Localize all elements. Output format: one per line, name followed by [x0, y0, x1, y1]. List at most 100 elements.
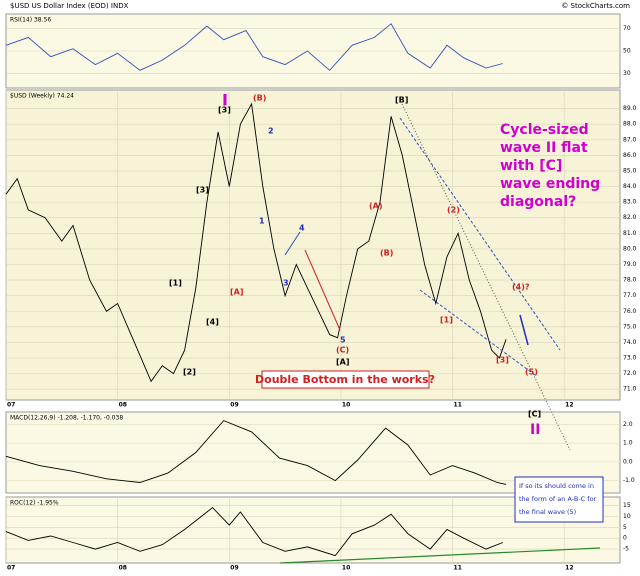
x-tick-label: 11	[454, 402, 462, 409]
wave-label: (5)	[525, 368, 538, 377]
y-tick-label: 74.0	[623, 339, 637, 346]
y-tick-label: 78.0	[623, 277, 637, 284]
y-tick-label: 82.0	[623, 214, 637, 221]
trendline	[304, 249, 341, 331]
wave-label: (2)	[447, 206, 460, 215]
price-line	[5, 420, 507, 485]
y-tick-label: 81.0	[623, 230, 637, 237]
wave-label: 5	[340, 336, 346, 345]
y-tick-label: 75.0	[623, 323, 637, 330]
wave-label: [4]	[206, 318, 219, 327]
arrow	[519, 314, 529, 346]
price-line	[5, 506, 503, 557]
wave-label: [3]	[218, 106, 231, 115]
wave-label: [A]	[336, 358, 350, 367]
wave-label: [3]	[496, 356, 509, 365]
x-tick-label: 09	[230, 402, 238, 409]
y-tick-label: -5	[623, 546, 629, 553]
wave-label: [1]	[440, 316, 453, 325]
x-tick-label: 10	[342, 402, 350, 409]
y-tick-label: 87.0	[623, 136, 637, 143]
wave-label: (B)	[380, 249, 393, 258]
price-line	[5, 102, 507, 383]
y-tick-label: 71.0	[623, 386, 637, 393]
x-tick-label: 07	[7, 565, 15, 572]
annotation-lines	[279, 103, 601, 564]
note-box	[514, 476, 604, 523]
note-line: wave II flat	[500, 140, 588, 156]
x-tick-label: 12	[565, 402, 573, 409]
note: Cycle-sized wave II flat with [C] wave e…	[500, 122, 600, 210]
y-tick-label: 83.0	[623, 199, 637, 206]
x-tick-label: 11	[454, 565, 462, 572]
y-tick-label: 5	[623, 524, 627, 531]
wave-label: II	[530, 422, 540, 438]
note-line: with [C]	[500, 158, 562, 174]
y-tick-label: 1.0	[623, 440, 633, 447]
trendline	[419, 289, 536, 376]
panel-legend: MACD(12,26,9) -1.208, -1.170, -0.038	[10, 415, 123, 422]
note-line: If so its should come in	[519, 482, 594, 490]
note-line: diagonal?	[500, 194, 576, 210]
wave-label: [A]	[230, 288, 244, 297]
y-tick-label: 0	[623, 535, 627, 542]
y-tick-label: 2.0	[623, 421, 633, 428]
trendline	[399, 117, 561, 351]
wave-label: [1]	[169, 279, 182, 288]
wave-label: 2	[268, 127, 274, 136]
y-tick-label: 88.0	[623, 121, 637, 128]
wave-label: [B]	[395, 96, 408, 105]
price-line	[5, 23, 503, 71]
panel-legend: RSI(14) 38.56	[10, 17, 51, 24]
y-tick-label: 77.0	[623, 292, 637, 299]
header-source: © StockCharts.com	[561, 2, 630, 10]
wave-label: (C)	[336, 346, 349, 355]
y-tick-label: 73.0	[623, 355, 637, 362]
trendline	[279, 547, 601, 564]
y-tick-label: 89.0	[623, 105, 637, 112]
wave-label: 4	[299, 224, 305, 233]
panel-legend: ROC(12) -1.95%	[10, 500, 59, 507]
panel-background	[5, 89, 621, 401]
x-tick-label: 08	[119, 565, 127, 572]
wave-line	[284, 231, 301, 256]
y-tick-label: 86.0	[623, 152, 637, 159]
wave-label: (B)	[253, 94, 266, 103]
y-tick-label: 84.0	[623, 183, 637, 190]
y-tick-label: 76.0	[623, 308, 637, 315]
callout-box	[261, 370, 430, 389]
note-line: Cycle-sized	[500, 122, 589, 138]
wave-label: [3]	[196, 186, 209, 195]
x-tick-label: 08	[119, 402, 127, 409]
note-line: the form of an A-B-C for	[519, 495, 597, 503]
y-tick-label: 80.0	[623, 245, 637, 252]
y-tick-label: 70	[623, 25, 631, 32]
wave-label: (4)?	[512, 283, 530, 292]
y-tick-label: 10	[623, 513, 631, 520]
y-tick-label: 79.0	[623, 261, 637, 268]
annotations: I [3] (B) 2 1 [3] [1] [4] [A] [2] 4 3 5 …	[169, 91, 604, 523]
x-tick-label: 09	[230, 565, 238, 572]
note-line: the final wave (5)	[519, 508, 576, 516]
wave-label: [C]	[528, 410, 541, 419]
y-tick-label: 0.0	[623, 458, 633, 465]
wave-label: 1	[259, 217, 265, 226]
y-tick-label: -1.0	[623, 477, 635, 484]
header-title: $USD US Dollar Index (EOD) INDX	[10, 2, 129, 10]
y-tick-label: 72.0	[623, 370, 637, 377]
y-tick-label: 15	[623, 502, 631, 509]
projection	[401, 103, 571, 451]
wave-label: [2]	[183, 368, 196, 377]
wave-label: 3	[283, 279, 289, 288]
y-tick-label: 50	[623, 48, 631, 55]
y-tick-label: 85.0	[623, 167, 637, 174]
note-line: wave ending	[500, 176, 600, 192]
callout: Double Bottom in the works?	[255, 373, 435, 386]
y-tick-label: 30	[623, 70, 631, 77]
x-tick-label: 12	[565, 565, 573, 572]
wave-label: I	[222, 91, 228, 110]
wave-label: (A)	[369, 202, 383, 211]
panel-legend: $USD (Weekly) 74.24	[10, 93, 74, 100]
